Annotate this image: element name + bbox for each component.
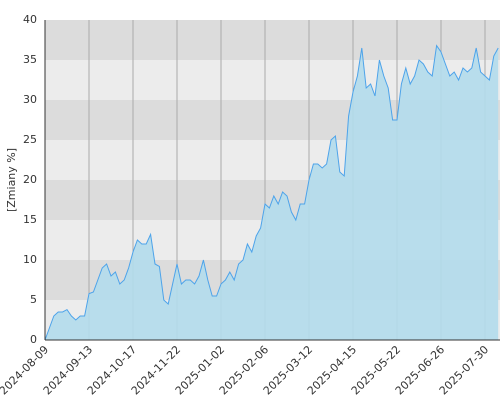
y-tick-label: 20 <box>23 173 37 186</box>
area-fill <box>45 45 499 340</box>
y-tick-label: 35 <box>23 53 37 66</box>
y-tick-label: 25 <box>23 133 37 146</box>
area-line <box>44 44 499 341</box>
grid-band <box>45 20 500 60</box>
y-tick-label: 30 <box>23 93 37 106</box>
y-tick-label: 5 <box>30 293 37 306</box>
y-tick-label: 0 <box>30 333 37 346</box>
y-tick-label: 40 <box>23 13 37 26</box>
y-tick-label: 10 <box>23 253 37 266</box>
y-tick-label: 15 <box>23 213 37 226</box>
y-axis-label: [Zmiany %] <box>5 148 18 212</box>
